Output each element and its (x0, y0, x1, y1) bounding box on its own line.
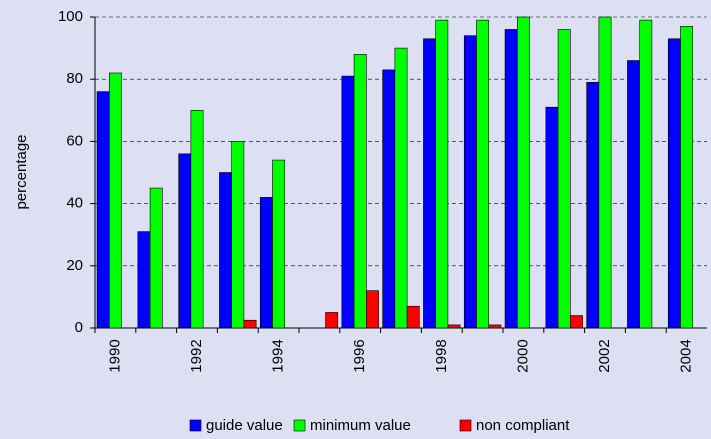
bar (488, 324, 502, 329)
bar (680, 26, 694, 329)
bar (463, 35, 477, 329)
bar (149, 187, 163, 329)
bar (598, 16, 612, 329)
bar (178, 153, 192, 329)
bar (353, 54, 367, 329)
bar (557, 29, 571, 329)
bar (272, 159, 286, 329)
bar (545, 106, 559, 329)
bar (435, 19, 449, 329)
bar (382, 69, 396, 329)
bar (586, 82, 600, 329)
bar (476, 19, 490, 329)
x-tick-label: 2002 (596, 339, 613, 372)
bar (231, 141, 245, 329)
y-axis-label: percentage (13, 134, 30, 209)
bar (219, 172, 232, 329)
legend-label: guide value (206, 417, 283, 434)
bar (516, 16, 530, 329)
bar (570, 315, 583, 329)
legend-swatch (293, 419, 306, 432)
y-tick-label: 0 (75, 319, 83, 336)
legend-label: minimum value (310, 417, 411, 434)
legend-swatch (189, 419, 202, 432)
bar (341, 75, 355, 329)
bar (639, 19, 653, 329)
x-tick-label: 1990 (106, 339, 123, 372)
y-tick-label: 60 (66, 132, 83, 149)
legend-label: non compliant (476, 417, 570, 434)
x-tick-label: 2004 (678, 339, 695, 372)
x-tick-label: 1992 (188, 339, 205, 372)
bar (423, 38, 436, 329)
bar (504, 29, 518, 329)
bar (394, 47, 408, 329)
y-tick-label: 20 (66, 257, 83, 274)
bar (190, 110, 204, 329)
x-tick-label: 1998 (433, 339, 450, 372)
bar (137, 231, 151, 329)
bar (366, 290, 379, 329)
x-tick-label: 1996 (351, 339, 368, 372)
bar (447, 324, 461, 329)
y-tick-label: 40 (66, 195, 83, 212)
y-tick-label: 80 (66, 70, 83, 87)
x-tick-label: 1994 (270, 339, 287, 372)
bar (259, 197, 273, 329)
legend-swatch (459, 419, 472, 432)
x-tick-label: 2000 (514, 339, 531, 372)
bar (406, 305, 420, 329)
bar (325, 312, 339, 329)
bar (108, 72, 122, 329)
bar (667, 38, 681, 329)
bar (96, 91, 110, 329)
bar (243, 319, 257, 329)
bar (627, 60, 640, 329)
y-tick-label: 100 (58, 8, 83, 25)
